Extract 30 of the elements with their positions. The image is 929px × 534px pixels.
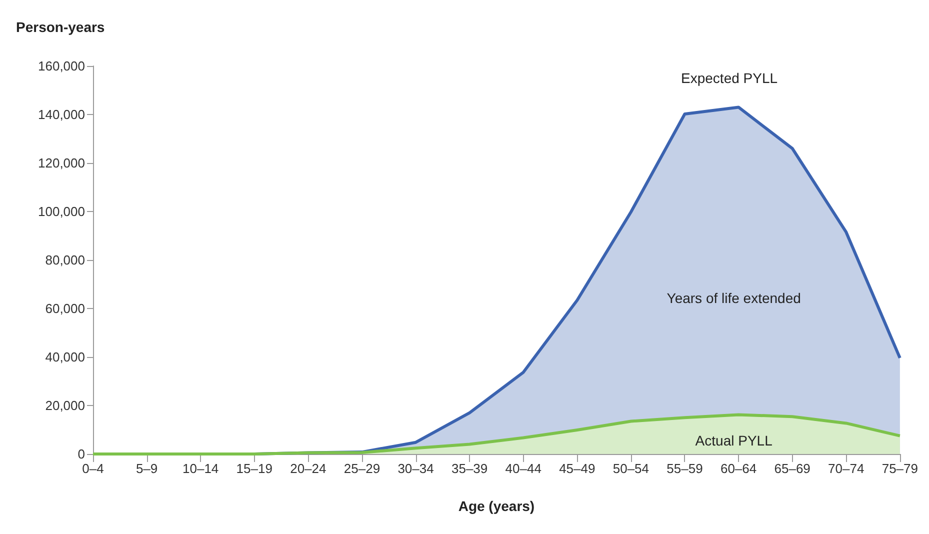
y-tick-label: 40,000 <box>45 350 85 364</box>
annotation: Actual PYLL <box>695 432 773 449</box>
x-tick-label: 60–64 <box>720 461 757 476</box>
y-axis-title: Person-years <box>16 19 105 35</box>
y-tick-label: 20,000 <box>45 398 85 413</box>
x-tick-label: 75–79 <box>882 461 918 476</box>
x-tick-label: 5–9 <box>136 461 158 476</box>
x-tick-label: 55–59 <box>666 461 703 476</box>
x-tick-label: 0–4 <box>82 461 104 476</box>
y-tick-label: 100,000 <box>38 204 85 219</box>
y-tick-label: 120,000 <box>38 156 85 170</box>
x-tick-label: 20–24 <box>290 461 326 476</box>
y-tick-label: 80,000 <box>45 252 85 268</box>
x-tick-label: 15–19 <box>236 461 272 476</box>
x-tick-label: 35–39 <box>451 461 488 476</box>
annotation: Years of life extended <box>666 290 801 306</box>
x-tick-label: 40–44 <box>505 461 542 476</box>
x-tick-label: 30–34 <box>398 461 434 476</box>
x-tick-label: 65–69 <box>774 461 810 476</box>
x-tick-label: 25–29 <box>344 461 380 476</box>
x-axis-title: Age (years) <box>458 498 535 514</box>
y-tick-label: 0 <box>78 446 85 462</box>
x-tick-label: 50–54 <box>612 461 650 476</box>
annotation: Expected PYLL <box>681 70 778 86</box>
y-tick-label: 140,000 <box>38 107 85 122</box>
y-tick-label: 60,000 <box>45 301 85 316</box>
x-tick-label: 70–74 <box>828 461 864 476</box>
y-tick-label: 160,000 <box>38 58 85 74</box>
x-tick-label: 45–49 <box>559 461 596 476</box>
x-tick-label: 10–14 <box>182 461 219 476</box>
